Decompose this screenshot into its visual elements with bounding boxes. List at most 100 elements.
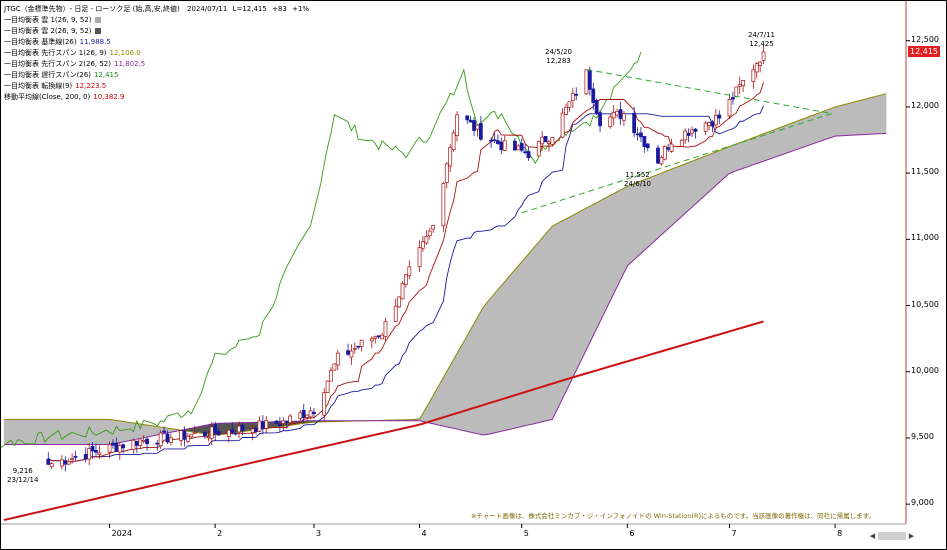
candle-body <box>693 128 698 132</box>
candle-body <box>489 139 493 142</box>
candle-body <box>376 335 381 338</box>
candle-body <box>758 61 763 66</box>
candle-body <box>478 123 483 140</box>
ichimoku-cloud-segment <box>728 144 736 175</box>
annotation-trough: 11,552 24/6/10 <box>624 171 651 189</box>
candle-body <box>206 436 211 439</box>
candle-body <box>117 445 122 453</box>
candle-body <box>182 430 187 440</box>
candle-body <box>656 147 660 164</box>
x-tick-label: 2024 <box>111 529 132 538</box>
candle-body <box>203 431 207 437</box>
ichimoku-cloud-segment <box>621 185 628 278</box>
ichimoku-cloud-segment <box>678 163 685 220</box>
candle-body <box>611 112 616 119</box>
annotation-trough-value: 11,552 <box>625 171 650 179</box>
legend-value: 12,106.0 <box>109 49 141 57</box>
change-pct-text: +1% <box>292 5 310 13</box>
candle-body <box>46 458 51 465</box>
y-tick-label: 10,500 <box>911 299 939 309</box>
last-price-text: L=12,415 <box>232 5 267 13</box>
ichimoku-cloud-segment <box>867 96 874 135</box>
candle-body <box>169 437 173 443</box>
scroll-left-button[interactable]: ◀ <box>869 532 876 540</box>
candle-body <box>288 415 292 423</box>
scroll-right-button[interactable]: ▶ <box>908 532 915 540</box>
annotation-peak1-date: 24/5/20 <box>545 48 572 56</box>
candle-body <box>666 147 671 150</box>
candle-body <box>312 411 316 415</box>
ichimoku-cloud-segment <box>520 255 528 427</box>
ichimoku-cloud-segment <box>583 205 591 356</box>
ichimoku-cloud-segment <box>753 134 761 165</box>
ichimoku-cloud-segment <box>570 212 578 382</box>
ichimoku-cloud-segment <box>791 120 799 152</box>
ichimoku-cloud-segment <box>684 161 691 215</box>
candle-body <box>574 93 579 96</box>
candle-body <box>584 69 589 95</box>
ichimoku-cloud-segment <box>533 240 540 425</box>
legend-item: 移動平均線(Close, 200, 0) 10,382.9 <box>4 92 309 103</box>
annotation-peak1: 24/5/20 12,283 <box>545 48 572 66</box>
ichimoku-cloud-segment <box>463 329 471 433</box>
candle-body <box>587 70 592 90</box>
candle-body <box>393 305 398 322</box>
x-tick-label: 6 <box>629 529 635 538</box>
ichimoku-cloud-segment <box>873 95 881 135</box>
legend-item: 一目均衡表 先行スパン 2(26, 52) 11,802.5 <box>4 59 309 70</box>
chart-date: 2024/07/11 <box>186 5 228 13</box>
candle-body <box>121 444 126 449</box>
ichimoku-cloud-segment <box>148 425 156 437</box>
candle-body <box>134 440 139 446</box>
ichimoku-cloud-segment <box>709 151 717 192</box>
candle-body <box>468 119 473 123</box>
candle-body <box>472 120 476 131</box>
candle-body <box>536 140 541 157</box>
candle-body <box>717 114 722 119</box>
legend-label: 一目均衡表 先行スパン 2(26, 52) <box>4 60 111 68</box>
legend-swatch <box>94 28 101 34</box>
legend-rows: 一目均衡表 雲 1(26, 9, 52) 一目均衡表 雲 2(26, 9, 52)… <box>4 15 309 103</box>
candle-body <box>145 438 149 445</box>
candle-body <box>325 380 330 394</box>
candle-body <box>87 448 92 460</box>
candle-body <box>741 80 746 87</box>
ichimoku-cloud-segment <box>507 269 515 430</box>
ichimoku-cloud-segment <box>589 202 597 343</box>
ichimoku-cloud-segment <box>652 173 660 243</box>
ichimoku-cloud-segment <box>457 340 465 431</box>
candle-body <box>359 339 364 347</box>
x-tick-label: 4 <box>421 529 427 538</box>
candle-body <box>356 345 361 348</box>
conversion-line <box>48 82 764 463</box>
candle-body <box>397 296 401 308</box>
candle-body <box>308 410 313 418</box>
candle-body <box>383 321 388 337</box>
candle-body <box>141 440 146 442</box>
candle-body <box>751 69 756 82</box>
candle-body <box>216 430 221 436</box>
candle-body <box>407 266 412 277</box>
legend-item: 一目均衡表 基準線(26) 11,988.5 <box>4 37 309 48</box>
ichimoku-cloud-segment <box>501 277 509 432</box>
candle-body <box>713 115 718 126</box>
ichimoku-cloud-segment <box>85 419 93 445</box>
ichimoku-cloud-segment <box>482 299 490 436</box>
candle-body <box>737 84 742 87</box>
candle-body <box>400 283 405 300</box>
candle-body <box>496 140 500 144</box>
candle-body <box>540 136 545 145</box>
ichimoku-cloud-segment <box>703 154 710 198</box>
legend-value: 11,988.5 <box>79 38 111 46</box>
candle-body <box>278 423 282 427</box>
ichimoku-cloud-segment <box>470 318 477 434</box>
annotation-peak2-date: 24/7/11 <box>748 31 775 39</box>
ichimoku-cloud-segment <box>696 156 704 203</box>
candle-body <box>213 424 218 434</box>
horizontal-scrollbar-thumb[interactable] <box>878 532 906 540</box>
y-tick-label: 10,000 <box>911 365 939 375</box>
candle-body <box>233 432 238 435</box>
candle-body <box>66 461 71 465</box>
candle-body <box>622 113 626 121</box>
candle-body <box>519 143 524 151</box>
